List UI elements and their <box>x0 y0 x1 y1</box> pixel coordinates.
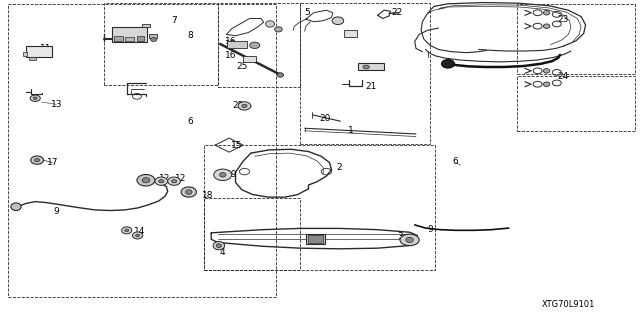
Text: 12: 12 <box>159 174 171 183</box>
Text: 10: 10 <box>225 40 236 48</box>
Ellipse shape <box>275 27 282 32</box>
Text: 14: 14 <box>134 227 145 236</box>
Text: 13: 13 <box>51 100 62 109</box>
Text: 6: 6 <box>453 157 458 166</box>
Bar <box>218 3 300 87</box>
Text: 3: 3 <box>397 232 403 241</box>
Text: 16: 16 <box>225 37 236 46</box>
Ellipse shape <box>11 203 21 211</box>
Text: 6: 6 <box>188 117 193 126</box>
Ellipse shape <box>155 177 168 185</box>
Ellipse shape <box>186 190 192 194</box>
Ellipse shape <box>181 187 196 197</box>
Ellipse shape <box>216 244 221 248</box>
Bar <box>142 24 150 27</box>
Ellipse shape <box>31 156 44 164</box>
Ellipse shape <box>168 177 180 185</box>
Ellipse shape <box>136 234 140 237</box>
Bar <box>26 46 52 57</box>
Text: 16: 16 <box>225 51 236 60</box>
Bar <box>344 30 357 37</box>
Ellipse shape <box>150 38 157 41</box>
Ellipse shape <box>159 180 164 183</box>
Text: 17: 17 <box>47 158 58 167</box>
Text: 9: 9 <box>54 207 59 216</box>
Ellipse shape <box>332 17 344 25</box>
Text: 24: 24 <box>557 72 569 81</box>
Text: 12: 12 <box>175 174 186 183</box>
Text: 20: 20 <box>319 114 331 123</box>
Text: 1: 1 <box>348 126 353 135</box>
Bar <box>23 52 27 56</box>
Ellipse shape <box>250 42 260 48</box>
Ellipse shape <box>30 95 40 101</box>
Ellipse shape <box>137 174 155 186</box>
Ellipse shape <box>277 73 284 77</box>
Ellipse shape <box>132 232 143 239</box>
Bar <box>29 57 36 60</box>
Bar <box>227 41 247 48</box>
Ellipse shape <box>33 97 37 100</box>
Ellipse shape <box>213 241 225 250</box>
Text: 15: 15 <box>231 141 243 150</box>
Ellipse shape <box>442 60 454 68</box>
Text: XTG70L9101: XTG70L9101 <box>541 300 595 309</box>
Ellipse shape <box>543 82 550 86</box>
Bar <box>308 235 323 243</box>
Bar <box>300 3 430 144</box>
Text: 25: 25 <box>236 63 248 71</box>
Text: 25: 25 <box>232 101 244 110</box>
Ellipse shape <box>238 102 251 110</box>
Bar <box>125 37 134 41</box>
Ellipse shape <box>242 104 247 108</box>
Ellipse shape <box>543 69 550 73</box>
Ellipse shape <box>122 227 132 234</box>
Text: 23: 23 <box>557 15 569 24</box>
Bar <box>306 234 325 244</box>
Text: 5: 5 <box>305 8 310 17</box>
Text: 7: 7 <box>172 16 177 25</box>
Bar <box>8 4 276 297</box>
Text: 2: 2 <box>337 163 342 172</box>
Bar <box>517 76 635 131</box>
Ellipse shape <box>543 24 550 28</box>
Ellipse shape <box>363 65 369 69</box>
Ellipse shape <box>220 173 226 177</box>
Text: 11: 11 <box>40 44 52 53</box>
Text: 19: 19 <box>226 170 237 179</box>
Bar <box>204 198 300 270</box>
Text: 8: 8 <box>188 31 193 40</box>
Ellipse shape <box>543 11 550 15</box>
Ellipse shape <box>266 21 275 27</box>
Bar <box>114 36 123 41</box>
Ellipse shape <box>142 178 150 183</box>
Bar <box>112 27 147 42</box>
Text: 4: 4 <box>220 248 225 257</box>
Text: 18: 18 <box>202 191 214 200</box>
Bar <box>137 36 144 41</box>
Ellipse shape <box>214 169 232 181</box>
Text: 22: 22 <box>391 8 403 17</box>
Ellipse shape <box>400 234 419 246</box>
Bar <box>149 34 157 38</box>
Bar <box>204 145 435 270</box>
Bar <box>243 56 256 62</box>
Bar <box>358 63 384 70</box>
Bar <box>104 3 218 85</box>
Text: 21: 21 <box>365 82 377 91</box>
Ellipse shape <box>35 159 40 162</box>
Ellipse shape <box>125 229 129 232</box>
Bar <box>517 4 635 74</box>
Text: 9: 9 <box>428 225 433 234</box>
Ellipse shape <box>172 180 177 183</box>
Ellipse shape <box>406 237 413 242</box>
